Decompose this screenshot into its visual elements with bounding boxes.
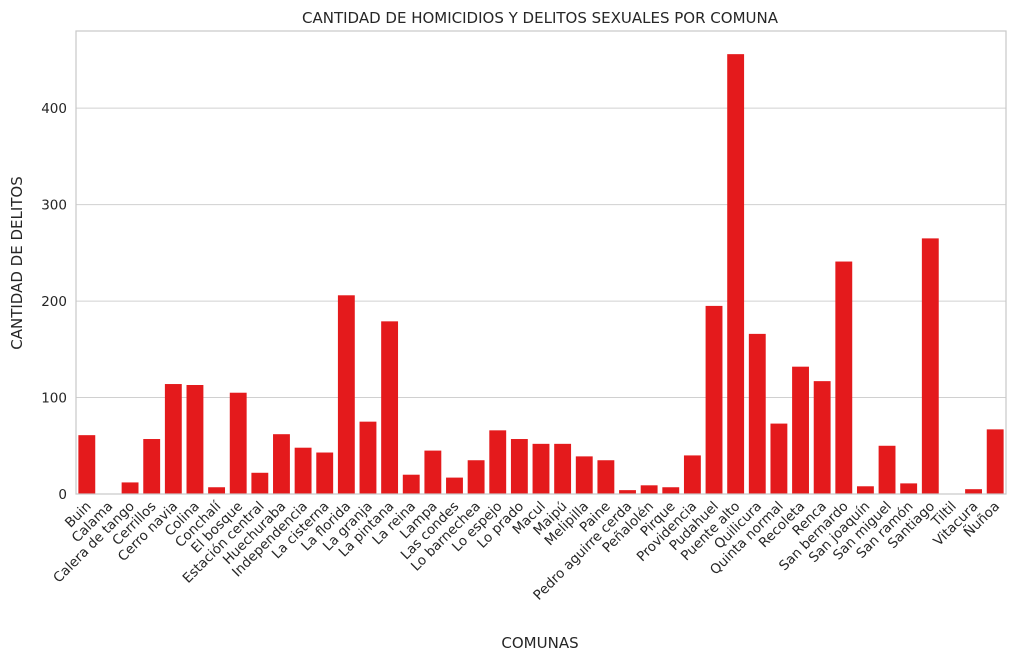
bar (164, 384, 182, 494)
y-tick-label: 200 (41, 294, 67, 310)
chart-title: CANTIDAD DE HOMICIDIOS Y DELITOS SEXUALE… (302, 9, 779, 27)
y-tick-label: 300 (41, 198, 67, 214)
bar (597, 460, 615, 494)
bar (770, 423, 788, 494)
gridlines (76, 107, 1006, 495)
bar (78, 435, 96, 494)
bar (510, 439, 528, 494)
y-tick-label: 0 (58, 487, 67, 503)
bar (251, 472, 269, 494)
bar (986, 429, 1004, 494)
bar (381, 321, 399, 494)
bar (337, 295, 355, 494)
plot-frame (75, 30, 1007, 495)
bar (835, 261, 853, 494)
bar (273, 434, 290, 494)
y-axis-label: CANTIDAD DE DELITOS (8, 176, 26, 350)
bar (554, 443, 572, 494)
bar (813, 381, 831, 494)
bar (727, 54, 745, 495)
y-tick-label: 400 (41, 101, 67, 117)
bar (402, 474, 420, 494)
y-axis-ticks: 0 100 200 300 400 (41, 101, 67, 503)
bar (575, 456, 593, 494)
bar (921, 238, 939, 494)
bar (316, 452, 334, 494)
bar (900, 483, 918, 494)
bar (640, 485, 658, 494)
bar (662, 487, 680, 494)
bar (143, 439, 161, 494)
bar (121, 482, 139, 494)
bar (748, 333, 766, 494)
bar (446, 477, 463, 494)
bars (78, 54, 1004, 495)
bar (186, 385, 204, 494)
bar (489, 430, 507, 494)
bar (359, 421, 377, 494)
bar (532, 443, 550, 494)
bar (965, 489, 982, 494)
bar (856, 486, 874, 494)
bar (229, 392, 247, 494)
bar (878, 445, 896, 494)
bar (294, 447, 312, 494)
bar (619, 490, 636, 494)
bar (208, 487, 226, 494)
y-tick-label: 100 (41, 391, 67, 407)
x-axis-label: COMUNAS (501, 634, 578, 652)
bar (705, 305, 723, 494)
bar (792, 366, 809, 494)
bar (424, 450, 442, 494)
bar (467, 460, 485, 494)
bar (683, 455, 701, 494)
